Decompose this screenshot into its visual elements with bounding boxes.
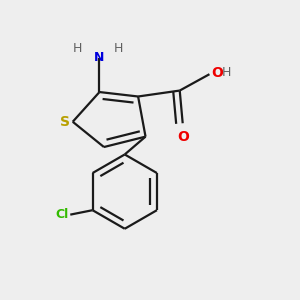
Text: S: S xyxy=(60,115,70,129)
Text: N: N xyxy=(94,51,105,64)
Text: Cl: Cl xyxy=(56,208,69,221)
Text: O: O xyxy=(177,130,189,144)
Text: O: O xyxy=(211,66,223,80)
Text: H: H xyxy=(222,66,231,79)
Text: H: H xyxy=(73,42,82,56)
Text: H: H xyxy=(114,42,124,56)
